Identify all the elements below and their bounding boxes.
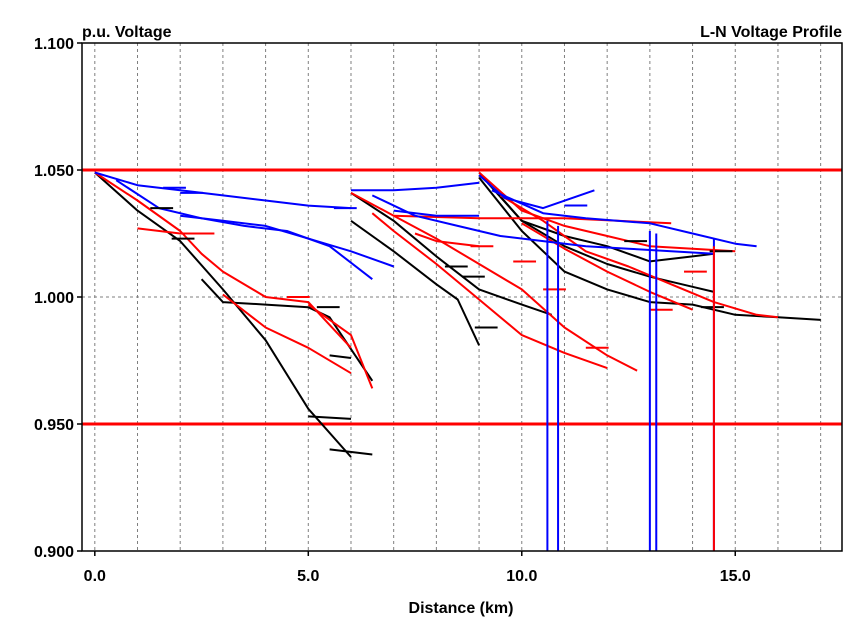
y-tick-label: 1.000 [34, 290, 74, 307]
vertical-drops [546, 220, 715, 551]
voltage-trace [329, 354, 352, 359]
limit-lines [82, 168, 842, 426]
series-group [94, 171, 821, 458]
voltage-trace [371, 212, 608, 370]
voltage-trace [486, 182, 715, 293]
y-tick-label: 1.050 [34, 163, 74, 180]
voltage-trace [180, 214, 395, 268]
y-tick-label: 0.950 [34, 417, 74, 434]
x-tick-labels: 0.0 5.0 10.0 15.0 [84, 551, 751, 585]
voltage-trace [222, 293, 352, 375]
y-tick-label: 0.900 [34, 544, 74, 561]
voltage-trace [351, 181, 480, 192]
voltage-trace [308, 415, 352, 420]
grid [82, 42, 842, 552]
voltage-trace [491, 189, 757, 248]
voltage-trace [350, 192, 553, 316]
y-axis-label: p.u. Voltage [82, 24, 172, 41]
voltage-trace [94, 171, 352, 210]
x-tick-label: 5.0 [297, 568, 319, 585]
voltage-trace [393, 209, 480, 217]
x-tick-label: 0.0 [84, 568, 106, 585]
voltage-trace [414, 232, 480, 248]
x-tick-label: 10.0 [506, 568, 537, 585]
y-tick-labels: 0.900 0.950 1.000 1.050 1.100 [34, 36, 82, 561]
chart-title: L-N Voltage Profile [700, 24, 842, 41]
voltage-trace [137, 227, 215, 235]
voltage-trace [329, 448, 373, 456]
y-tick-label: 1.100 [34, 36, 74, 53]
voltage-trace [350, 192, 638, 372]
voltage-trace [521, 222, 693, 311]
voltage-trace [94, 171, 352, 349]
voltage-trace [94, 171, 352, 458]
voltage-trace [200, 278, 374, 382]
x-tick-label: 15.0 [720, 568, 751, 585]
voltage-trace [350, 219, 481, 346]
x-axis-label: Distance (km) [409, 600, 514, 617]
voltage-trace [307, 303, 374, 389]
voltage-trace [478, 171, 736, 253]
voltage-trace [478, 174, 595, 210]
branch-ticks [150, 186, 733, 349]
